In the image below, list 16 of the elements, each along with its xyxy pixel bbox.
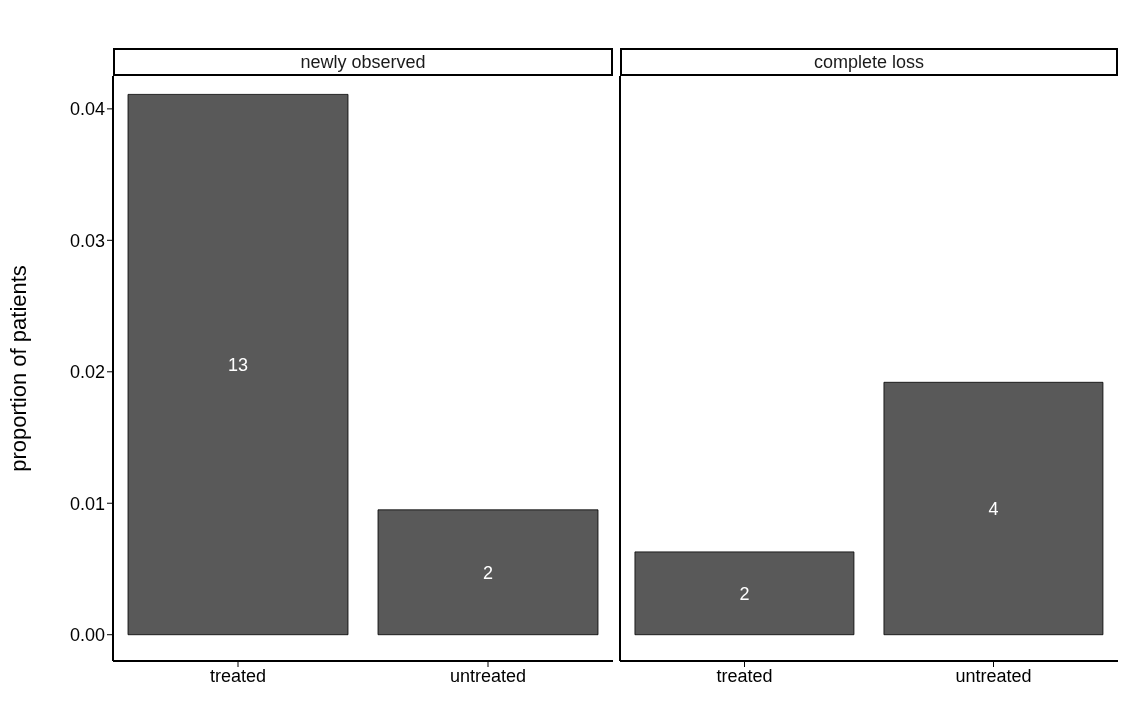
annotation: 2 bbox=[482, 562, 494, 583]
y-tick-label: 0.03 bbox=[69, 230, 105, 251]
chart-title: complete loss bbox=[620, 48, 1118, 76]
chart-title: newly observed bbox=[113, 48, 613, 76]
y-axis-title: proportion of patients bbox=[5, 265, 31, 472]
x-tick-label: treated bbox=[209, 665, 267, 686]
y-tick-label: 0.00 bbox=[69, 625, 105, 646]
x-tick-label: untreated bbox=[449, 665, 527, 686]
y-tick-label: 0.04 bbox=[69, 99, 105, 120]
annotation: 4 bbox=[988, 498, 999, 519]
annotation: 13 bbox=[227, 354, 249, 375]
y-tick-label: 0.02 bbox=[69, 362, 105, 383]
x-tick-label: untreated bbox=[955, 665, 1032, 686]
x-tick-label: treated bbox=[716, 665, 773, 686]
y-tick-label: 0.01 bbox=[69, 493, 105, 514]
annotation: 2 bbox=[739, 583, 750, 604]
